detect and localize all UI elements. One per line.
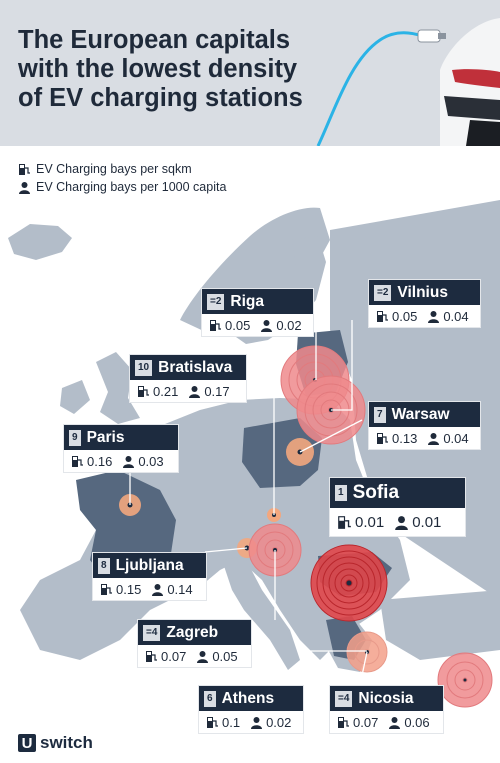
rank-badge: =2 [207,293,225,310]
person-icon [395,515,409,530]
page-title: The European capitals with the lowest de… [18,26,348,113]
city-label-riga: =2 Riga 0.05 0.02 [202,289,313,336]
title-line: with the lowest density [18,55,298,83]
marker-nicosia [437,652,493,708]
city-label-bratislava: 10 Bratislava 0.21 0.17 [130,355,246,402]
land-italy [222,556,300,670]
person-icon [189,385,201,398]
city-name: Paris [86,428,125,446]
city-label-nicosia: =4 Nicosia 0.07 0.06 [330,686,443,733]
city-name: Bratislava [158,358,233,376]
value-capita: 0.01 [412,513,442,531]
ev-charger-icon [210,319,221,331]
legend-item-sqkm: EV Charging bays per sqkm [18,160,226,178]
value-capita: 0.02 [266,714,292,730]
ev-charger-icon [138,385,149,397]
person-icon [251,716,263,729]
ev-charger-icon [377,432,388,444]
value-sqkm: 0.05 [225,317,251,333]
ev-charger-icon [101,583,112,595]
header-banner: The European capitals with the lowest de… [0,0,500,146]
value-sqkm: 0.13 [392,430,418,446]
legend: EV Charging bays per sqkm EV Charging ba… [18,160,226,196]
city-label-warsaw: 7 Warsaw 0.13 0.04 [369,402,480,449]
city-label-athens: 6 Athens 0.1 0.02 [199,686,303,733]
city-label-ljubljana: 8 Ljubljana 0.15 0.14 [93,553,206,600]
ev-charger-icon [377,310,388,322]
title-line: of EV charging stations [18,84,303,112]
ev-charger-icon [338,716,349,728]
value-capita: 0.04 [443,308,469,324]
land-turkey [380,590,500,660]
city-name: Warsaw [391,405,450,423]
city-label-paris: 9 Paris 0.16 0.03 [64,425,178,472]
value-sqkm: 0.21 [153,383,179,399]
value-sqkm: 0.16 [87,453,113,469]
city-name: Zagreb [166,623,219,641]
marker-sofia [310,544,388,622]
city-name: Sofia [352,482,400,503]
rank-badge: 8 [98,557,110,574]
person-icon [261,319,273,332]
person-icon [123,455,135,468]
land-poland-highlight [242,418,322,488]
value-capita: 0.03 [138,453,164,469]
value-sqkm: 0.07 [161,648,187,664]
land-iceland [8,224,72,260]
rank-badge: =2 [374,284,392,301]
value-sqkm: 0.1 [222,714,241,730]
city-label-vilnius: =2 Vilnius 0.05 0.04 [369,280,480,327]
rank-badge: =4 [335,690,353,707]
value-capita: 0.06 [404,714,430,730]
ev-charger-icon [19,163,30,175]
value-capita: 0.05 [212,648,238,664]
value-capita: 0.14 [167,581,193,597]
person-icon [389,716,401,729]
city-name: Ljubljana [115,556,184,574]
ev-charger-icon [338,515,351,529]
person-icon [152,583,164,596]
value-sqkm: 0.01 [355,513,385,531]
rank-badge: 1 [335,485,347,501]
legend-label: EV Charging bays per 1000 capita [36,180,227,194]
land-ireland [60,380,90,414]
leader-lines [129,320,368,686]
title-line: The European capitals [18,26,291,54]
ev-charger-icon [72,455,83,467]
city-name: Vilnius [397,283,448,301]
value-capita: 0.02 [276,317,302,333]
person-icon [197,650,209,663]
legend-item-capita: EV Charging bays per 1000 capita [18,178,226,196]
value-capita: 0.04 [443,430,469,446]
land-britain [96,352,140,424]
person-icon [428,310,440,323]
city-label-zagreb: =4 Zagreb 0.07 0.05 [138,620,251,667]
logo-mark: U [18,734,36,752]
logo-text: switch [40,733,93,752]
value-sqkm: 0.05 [392,308,418,324]
rank-badge: 6 [204,690,216,707]
rank-badge: 10 [135,359,153,376]
city-name: Nicosia [358,689,414,707]
ev-charger-icon [146,650,157,662]
city-label-sofia: 1 Sofia 0.01 0.01 [330,478,465,536]
person-icon [19,181,30,194]
rank-badge: =4 [143,624,161,641]
value-sqkm: 0.15 [116,581,142,597]
city-name: Athens [221,689,275,707]
uswitch-logo: U switch [18,733,93,753]
ev-charger-icon [207,716,218,728]
person-icon [428,432,440,445]
legend-label: EV Charging bays per sqkm [36,162,192,176]
city-name: Riga [230,292,264,310]
value-capita: 0.17 [204,383,230,399]
rank-badge: 9 [69,429,81,446]
value-sqkm: 0.07 [353,714,379,730]
rank-badge: 7 [374,406,386,423]
ev-car-illustration [316,18,500,146]
